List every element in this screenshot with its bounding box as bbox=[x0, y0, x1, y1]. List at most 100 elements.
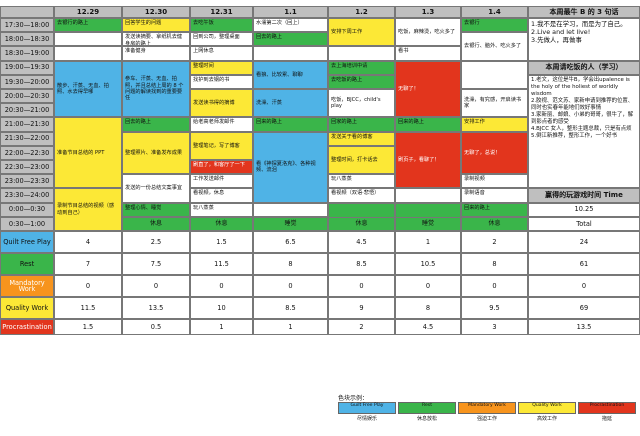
schedule-block: 吃饭，麻辣烫，吃火多了 bbox=[395, 18, 461, 47]
schedule-block: 刷直了，和客厅了一下 bbox=[190, 160, 253, 175]
stat-value: 8 bbox=[461, 253, 528, 275]
daily-bottom-label: 睡觉 bbox=[253, 216, 328, 231]
date-header-1: 12.30 bbox=[122, 6, 190, 18]
stat-total: 61 bbox=[528, 253, 640, 275]
schedule-block: 发送的一份总结文案事宜 bbox=[122, 174, 190, 203]
stat-label: Rest bbox=[0, 253, 54, 275]
schedule-block bbox=[253, 202, 328, 217]
stat-value: 1.5 bbox=[54, 319, 122, 335]
schedule-block: 发送读书得的摘博 bbox=[190, 89, 253, 118]
stat-value: 11.5 bbox=[54, 297, 122, 319]
schedule-block: 去吃饭的路上 bbox=[328, 74, 395, 89]
schedule-block: 回来的路上 bbox=[395, 117, 461, 132]
schedule-block: 洗澡、汗蒸 bbox=[253, 89, 328, 118]
schedule-block: 刷页子，看聊了！ bbox=[395, 131, 461, 189]
schedule-block: 去银行的路上 bbox=[54, 18, 122, 33]
legend-label-en: Guilt Free Play bbox=[350, 403, 384, 408]
date-header-2: 12.31 bbox=[190, 6, 253, 18]
stat-value: 11.5 bbox=[190, 253, 253, 275]
legend-label-zh: 高效工作 bbox=[536, 416, 557, 422]
time-slot: 18:30—19:00 bbox=[0, 46, 54, 61]
schedule-block: 整理笔记，写了博客 bbox=[190, 131, 253, 160]
stat-value: 10 bbox=[190, 297, 253, 319]
legend-swatch-red bbox=[578, 402, 636, 414]
time-slot: 20:00—20:30 bbox=[0, 89, 54, 104]
stat-label: Mandatory Work bbox=[0, 275, 54, 297]
time-slot: 20:30—21:00 bbox=[0, 103, 54, 118]
time-slot: 21:00—21:30 bbox=[0, 117, 54, 132]
schedule-block bbox=[395, 188, 461, 203]
stat-value: 4 bbox=[54, 231, 122, 253]
schedule-block: 吃饭，BJCC，child's play bbox=[328, 89, 395, 118]
schedule-block: 无聊了，总说！ bbox=[461, 131, 528, 175]
schedule-block: 安排下周工作 bbox=[328, 18, 395, 47]
schedule-block: 无聊了！ bbox=[395, 60, 461, 118]
schedule-block: 工作发送邮件 bbox=[190, 174, 253, 189]
schedule-block: 回到公司，整理桌面 bbox=[190, 32, 253, 47]
time-slot: 23:00—23:30 bbox=[0, 174, 54, 189]
schedule-block: 散步、汗蒸、无血、拍照、水去得早哪 bbox=[54, 60, 122, 118]
legend-label-zh: 休息放松 bbox=[416, 416, 437, 422]
schedule-block: 安排工作 bbox=[461, 117, 528, 132]
time-slot: 19:00—19:30 bbox=[0, 60, 54, 75]
daily-bottom-label: 休息 bbox=[461, 216, 528, 231]
stat-total: 13.5 bbox=[528, 319, 640, 335]
daily-bottom-label: 睡觉 bbox=[395, 216, 461, 231]
schedule-block: 录制节目总结的视频（感动到自己） bbox=[54, 188, 122, 231]
schedule-block: 回去的路上 bbox=[253, 32, 328, 47]
schedule-block: 去银行 bbox=[461, 18, 528, 33]
schedule-block bbox=[54, 46, 122, 61]
people-header: 本周请吃饭的人（学习） bbox=[528, 60, 640, 75]
legend-label-en: Rest bbox=[421, 403, 432, 408]
play-time-value: 10.25 bbox=[528, 202, 640, 217]
stat-value: 8.5 bbox=[328, 253, 395, 275]
legend-label-zh: 强迫工作 bbox=[476, 416, 497, 422]
stat-value: 0 bbox=[395, 275, 461, 297]
stat-value: 9 bbox=[328, 297, 395, 319]
time-slot: 0:30—1:00 bbox=[0, 216, 54, 231]
stat-value: 13.5 bbox=[122, 297, 190, 319]
stat-value: 8 bbox=[253, 253, 328, 275]
schedule-block: 去银行、脑外、吃火多了 bbox=[461, 32, 528, 61]
schedule-block: 看《神探夏洛克》、各种视频、流泪 bbox=[253, 131, 328, 203]
schedule-block: 看狼、比较累、聊聊 bbox=[253, 60, 328, 89]
stat-value: 3 bbox=[461, 319, 528, 335]
date-header-4: 1.2 bbox=[328, 6, 395, 18]
schedule-block bbox=[461, 60, 528, 89]
stat-total: 24 bbox=[528, 231, 640, 253]
schedule-block: 录制语音 bbox=[461, 188, 528, 203]
stat-value: 8.5 bbox=[253, 297, 328, 319]
time-slot: 19:30—20:00 bbox=[0, 74, 54, 89]
time-slot: 0:00—0:30 bbox=[0, 202, 54, 217]
schedule-block: 准备健身 bbox=[122, 46, 190, 61]
stat-label: Quality Work bbox=[0, 297, 54, 319]
stat-value: 9.5 bbox=[461, 297, 528, 319]
legend-title: 色块示例： bbox=[338, 395, 369, 402]
stat-value: 1.5 bbox=[190, 231, 253, 253]
schedule-block bbox=[54, 32, 122, 47]
summary-header: 本周最牛 B 的 3 句话 bbox=[528, 6, 640, 18]
stat-value: 7 bbox=[54, 253, 122, 275]
legend-label-en: Quality Work bbox=[532, 403, 562, 408]
stat-value: 10.5 bbox=[395, 253, 461, 275]
stat-value: 2 bbox=[328, 319, 395, 335]
stat-value: 0 bbox=[253, 275, 328, 297]
stat-value: 2.5 bbox=[122, 231, 190, 253]
stat-value: 2 bbox=[461, 231, 528, 253]
schedule-block: 水濡第二次（回上） bbox=[253, 18, 328, 33]
stat-total: 0 bbox=[528, 275, 640, 297]
stat-value: 4.5 bbox=[395, 319, 461, 335]
stat-value: 0 bbox=[328, 275, 395, 297]
schedule-block: 回来的路上 bbox=[461, 202, 528, 217]
legend-label-en: Mandatory Work bbox=[468, 403, 506, 408]
schedule-block: 玩八蒸蒸 bbox=[328, 174, 395, 189]
stat-value: 0 bbox=[461, 275, 528, 297]
time-slot: 21:30—22:00 bbox=[0, 131, 54, 146]
schedule-block: 发送读摘要、拿纸机去健身房的路上 bbox=[122, 32, 190, 47]
people-block: 1.老文，这位是牛B，学会出upalence is the holy of th… bbox=[528, 74, 640, 189]
stat-value: 8 bbox=[395, 297, 461, 319]
total-label: Total bbox=[528, 216, 640, 231]
header-corner bbox=[0, 6, 54, 18]
date-header-6: 1.4 bbox=[461, 6, 528, 18]
